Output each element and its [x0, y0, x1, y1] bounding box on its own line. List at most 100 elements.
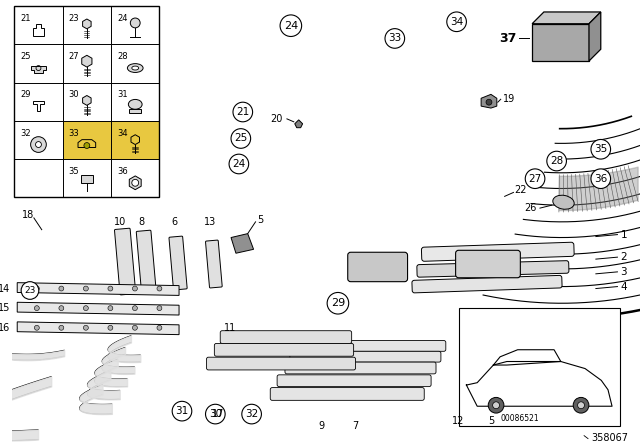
Text: 1: 1: [620, 229, 627, 240]
Bar: [81, 175, 93, 183]
Ellipse shape: [127, 64, 143, 73]
Polygon shape: [589, 12, 601, 61]
Circle shape: [486, 99, 492, 105]
Text: 28: 28: [550, 156, 563, 166]
Text: 24: 24: [284, 21, 298, 31]
FancyBboxPatch shape: [412, 276, 562, 293]
Polygon shape: [231, 233, 253, 253]
Text: 3: 3: [620, 267, 627, 277]
Circle shape: [83, 286, 88, 291]
Text: 35: 35: [594, 144, 607, 154]
Circle shape: [233, 102, 253, 122]
Polygon shape: [17, 283, 179, 295]
Bar: [532, 24, 589, 61]
FancyBboxPatch shape: [456, 250, 520, 278]
Text: 32: 32: [20, 129, 31, 138]
Polygon shape: [78, 140, 95, 147]
Circle shape: [385, 29, 404, 48]
Text: 36: 36: [117, 167, 127, 176]
Circle shape: [447, 12, 467, 31]
Circle shape: [84, 142, 90, 148]
Text: 24: 24: [117, 14, 127, 23]
FancyBboxPatch shape: [270, 388, 424, 401]
Text: 29: 29: [20, 90, 31, 99]
Polygon shape: [83, 95, 91, 105]
Text: 17: 17: [212, 409, 225, 419]
FancyBboxPatch shape: [285, 362, 436, 374]
Circle shape: [157, 325, 162, 330]
Polygon shape: [17, 302, 179, 315]
Polygon shape: [31, 66, 46, 73]
FancyBboxPatch shape: [295, 340, 446, 351]
FancyBboxPatch shape: [348, 252, 408, 282]
Text: 34: 34: [450, 17, 463, 27]
Text: 23: 23: [68, 14, 79, 23]
Circle shape: [242, 404, 261, 424]
Circle shape: [108, 306, 113, 310]
Circle shape: [131, 18, 140, 28]
Circle shape: [59, 286, 64, 291]
Bar: [129, 109, 141, 113]
Text: 11: 11: [224, 323, 236, 333]
Circle shape: [36, 142, 42, 147]
FancyBboxPatch shape: [214, 344, 354, 356]
FancyBboxPatch shape: [290, 351, 441, 362]
Text: 12: 12: [452, 416, 465, 426]
Circle shape: [157, 286, 162, 291]
Text: 27: 27: [68, 52, 79, 61]
Circle shape: [132, 286, 138, 291]
Circle shape: [132, 325, 138, 330]
Circle shape: [108, 286, 113, 291]
Text: 5: 5: [488, 416, 494, 426]
Text: 19: 19: [502, 94, 515, 104]
Bar: [14, 6, 159, 197]
Text: 31: 31: [117, 90, 127, 99]
Circle shape: [525, 169, 545, 189]
Polygon shape: [295, 120, 303, 128]
Polygon shape: [481, 95, 497, 108]
Circle shape: [327, 293, 349, 314]
Circle shape: [231, 129, 251, 148]
Bar: [63, 121, 111, 159]
Text: 23: 23: [24, 286, 36, 295]
Circle shape: [280, 15, 301, 36]
Text: 21: 21: [236, 107, 250, 117]
Circle shape: [132, 306, 138, 310]
FancyBboxPatch shape: [136, 230, 156, 292]
FancyBboxPatch shape: [277, 375, 431, 387]
Circle shape: [488, 397, 504, 413]
Text: 13: 13: [204, 217, 216, 227]
Text: 6: 6: [171, 217, 177, 227]
Text: 00086521: 00086521: [500, 414, 540, 422]
Ellipse shape: [129, 99, 142, 109]
Text: 25: 25: [234, 134, 248, 143]
Text: 24: 24: [232, 159, 246, 169]
Circle shape: [59, 306, 64, 310]
Text: 21: 21: [20, 14, 31, 23]
Circle shape: [59, 325, 64, 330]
Circle shape: [172, 401, 192, 421]
Bar: [458, 308, 620, 426]
Ellipse shape: [132, 66, 139, 70]
Circle shape: [83, 306, 88, 310]
Circle shape: [35, 286, 39, 291]
Ellipse shape: [553, 195, 574, 209]
Polygon shape: [131, 135, 140, 145]
FancyBboxPatch shape: [421, 242, 574, 261]
Polygon shape: [532, 12, 601, 24]
Circle shape: [132, 179, 139, 186]
Circle shape: [83, 325, 88, 330]
Text: 4: 4: [620, 282, 627, 292]
FancyBboxPatch shape: [205, 240, 222, 288]
Circle shape: [229, 154, 249, 174]
Text: 29: 29: [331, 298, 345, 308]
Text: 33: 33: [388, 34, 401, 43]
Text: 28: 28: [117, 52, 127, 61]
Text: 9: 9: [318, 421, 324, 431]
Polygon shape: [83, 19, 91, 29]
Text: 20: 20: [271, 114, 283, 124]
Text: 31: 31: [175, 406, 189, 416]
Circle shape: [205, 404, 225, 424]
Circle shape: [573, 397, 589, 413]
FancyBboxPatch shape: [207, 357, 356, 370]
